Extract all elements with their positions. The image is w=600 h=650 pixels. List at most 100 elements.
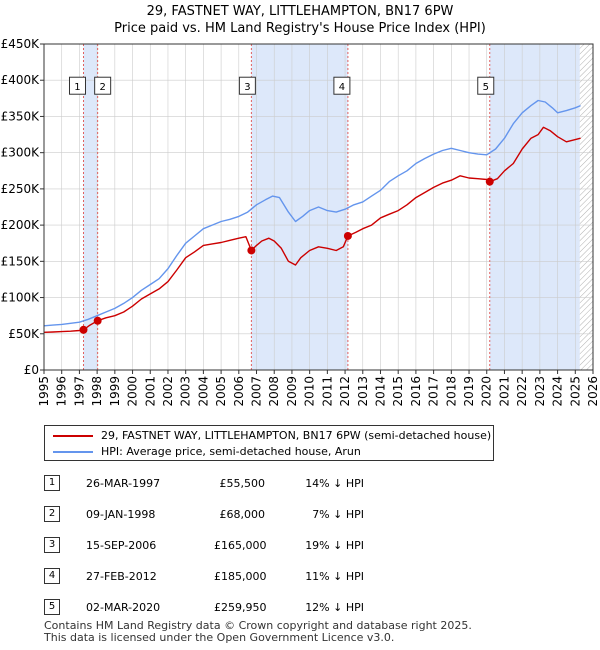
hpi-series-line bbox=[43, 99, 581, 327]
sale-hpi-diff: 11% ↓ HPI bbox=[305, 570, 364, 583]
footer-copyright: Contains HM Land Registry data © Crown c… bbox=[44, 619, 472, 632]
x-tick-label: 1999 bbox=[108, 376, 122, 407]
shaded-period bbox=[489, 44, 580, 370]
sale-price: £55,500 bbox=[219, 477, 266, 490]
x-tick-label: 2014 bbox=[373, 376, 387, 407]
table-row: 4 27-FEB-2012 £185,000 11% ↓ HPI bbox=[44, 562, 484, 593]
sale-point bbox=[343, 231, 352, 240]
sale-number-badge: 5 bbox=[44, 599, 60, 615]
x-tick-label: 2025 bbox=[568, 376, 582, 407]
y-tick-label: £450K bbox=[1, 37, 41, 51]
sale-label-text: 2 bbox=[99, 82, 105, 93]
sale-number-badge: 2 bbox=[44, 506, 60, 522]
x-tick-label: 2015 bbox=[391, 376, 405, 407]
sale-price: £185,000 bbox=[214, 570, 267, 583]
legend-label-hpi: HPI: Average price, semi-detached house,… bbox=[101, 445, 361, 458]
y-tick-label: £200K bbox=[1, 218, 41, 232]
sale-point bbox=[247, 246, 256, 255]
sale-date: 27-FEB-2012 bbox=[86, 570, 157, 583]
x-tick-label: 2009 bbox=[285, 376, 299, 407]
sale-label-box bbox=[477, 76, 495, 95]
x-tick-label: 2026 bbox=[586, 376, 600, 407]
sale-hpi-diff: 7% ↓ HPI bbox=[312, 508, 364, 521]
y-tick-label: £100K bbox=[1, 291, 41, 305]
sale-hpi-diff: 12% ↓ HPI bbox=[305, 601, 364, 614]
x-tick-label: 2000 bbox=[126, 376, 140, 407]
y-tick-label: £250K bbox=[1, 182, 41, 196]
x-tick-label: 2022 bbox=[515, 376, 529, 407]
sale-date: 15-SEP-2006 bbox=[86, 539, 157, 552]
x-tick-label: 2018 bbox=[444, 376, 458, 407]
y-tick-label: £50K bbox=[8, 327, 40, 341]
legend-item-property: 29, FASTNET WAY, LITTLEHAMPTON, BN17 6PW… bbox=[53, 428, 491, 444]
x-tick-label: 2003 bbox=[179, 376, 193, 407]
x-tick-label: 2020 bbox=[480, 376, 494, 407]
table-row: 1 26-MAR-1997 £55,500 14% ↓ HPI bbox=[44, 469, 484, 500]
sale-hpi-diff: 14% ↓ HPI bbox=[305, 477, 364, 490]
chart-subtitle: Price paid vs. HM Land Registry's House … bbox=[114, 21, 486, 36]
plot-frame bbox=[43, 43, 594, 371]
sale-label-box bbox=[94, 76, 112, 95]
sale-point bbox=[79, 325, 88, 334]
forecast-hatch bbox=[579, 44, 593, 370]
sale-number-badge: 4 bbox=[44, 568, 60, 584]
price-chart: 1 2 3 4 5 £0 £50K £100K £150K £200K £250K £300K £350… bbox=[1, 37, 600, 407]
chart-legend: 29, FASTNET WAY, LITTLEHAMPTON, BN17 6PW… bbox=[44, 425, 494, 461]
sale-number-badge: 3 bbox=[44, 537, 60, 553]
x-tick-label: 1996 bbox=[55, 376, 69, 407]
legend-swatch-property bbox=[53, 435, 93, 437]
shaded-period bbox=[251, 44, 348, 370]
x-tick-label: 1995 bbox=[37, 376, 51, 407]
footer-licence: This data is licensed under the Open Gov… bbox=[44, 631, 395, 644]
footer: Contains HM Land Registry data © Crown c… bbox=[44, 620, 472, 644]
sale-point bbox=[485, 177, 494, 186]
x-tick-label: 2005 bbox=[214, 376, 228, 407]
sale-label-text: 1 bbox=[74, 82, 80, 93]
x-tick-label: 2024 bbox=[551, 376, 565, 407]
sale-date: 09-JAN-1998 bbox=[86, 508, 156, 521]
sale-price: £165,000 bbox=[214, 539, 267, 552]
y-tick-label: £350K bbox=[1, 109, 41, 123]
x-tick-label: 2021 bbox=[497, 376, 511, 407]
chart-title: 29, FASTNET WAY, LITTLEHAMPTON, BN17 6PW bbox=[146, 4, 454, 19]
legend-label-property: 29, FASTNET WAY, LITTLEHAMPTON, BN17 6PW… bbox=[101, 429, 492, 442]
shaded-period bbox=[83, 44, 98, 370]
sale-label-box bbox=[333, 76, 351, 95]
table-row: 3 15-SEP-2006 £165,000 19% ↓ HPI bbox=[44, 531, 484, 562]
x-tick-label: 2012 bbox=[338, 376, 352, 407]
x-tick-label: 2004 bbox=[196, 376, 210, 407]
sale-number-badge: 1 bbox=[44, 475, 60, 491]
x-tick-label: 2016 bbox=[409, 376, 423, 407]
y-tick-label: £400K bbox=[1, 73, 41, 87]
legend-item-hpi: HPI: Average price, semi-detached house,… bbox=[53, 444, 361, 460]
x-tick-label: 2017 bbox=[427, 376, 441, 407]
sale-label-text: 5 bbox=[483, 82, 489, 93]
sale-label-box bbox=[68, 76, 86, 95]
x-tick-label: 2023 bbox=[533, 376, 547, 407]
x-tick-label: 2006 bbox=[232, 376, 246, 407]
x-tick-label: 2011 bbox=[320, 376, 334, 407]
x-tick-label: 2008 bbox=[267, 376, 281, 407]
x-tick-label: 2007 bbox=[250, 376, 264, 407]
x-tick-label: 1998 bbox=[90, 376, 104, 407]
property-series-line bbox=[43, 126, 581, 333]
x-tick-label: 2013 bbox=[356, 376, 370, 407]
sale-date: 02-MAR-2020 bbox=[86, 601, 161, 614]
sale-price: £68,000 bbox=[219, 508, 266, 521]
sale-point bbox=[93, 316, 102, 325]
sales-table: 1 26-MAR-1997 £55,500 14% ↓ HPI 2 09-JAN… bbox=[44, 469, 484, 624]
legend-swatch-hpi bbox=[53, 451, 93, 453]
sale-label-text: 3 bbox=[244, 82, 250, 93]
table-row: 5 02-MAR-2020 £259,950 12% ↓ HPI bbox=[44, 593, 484, 624]
table-row: 2 09-JAN-1998 £68,000 7% ↓ HPI bbox=[44, 500, 484, 531]
x-tick-label: 1997 bbox=[72, 376, 86, 407]
x-tick-label: 2001 bbox=[143, 376, 157, 407]
sale-label-box bbox=[238, 76, 256, 95]
y-tick-label: £0 bbox=[24, 363, 39, 377]
x-tick-label: 2010 bbox=[303, 376, 317, 407]
x-tick-label: 2019 bbox=[462, 376, 476, 407]
sale-label-text: 4 bbox=[339, 82, 345, 93]
sale-date: 26-MAR-1997 bbox=[86, 477, 161, 490]
y-tick-label: £300K bbox=[1, 146, 41, 160]
sale-price: £259,950 bbox=[214, 601, 267, 614]
